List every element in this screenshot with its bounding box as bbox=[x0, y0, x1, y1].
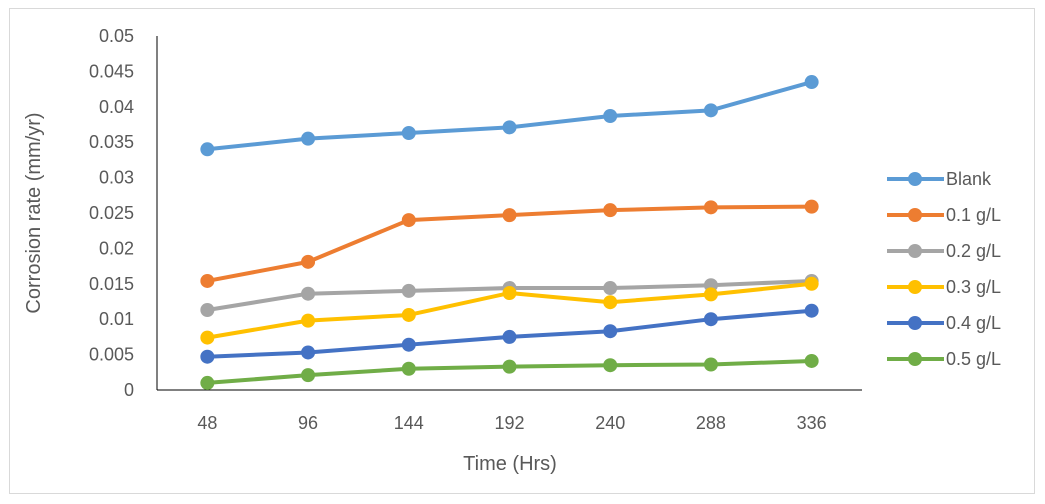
legend-label: 0.4 g/L bbox=[946, 313, 1001, 333]
y-tick-label: 0 bbox=[124, 380, 134, 400]
data-point bbox=[401, 213, 416, 228]
legend-marker bbox=[908, 172, 922, 186]
data-point bbox=[603, 358, 618, 373]
legend-item: 0.3 g/L bbox=[887, 277, 1001, 297]
data-point bbox=[703, 287, 718, 302]
axes bbox=[156, 36, 862, 391]
data-point bbox=[301, 254, 316, 269]
data-point bbox=[200, 273, 215, 288]
data-point bbox=[502, 286, 517, 301]
y-tick-label: 0.045 bbox=[89, 61, 134, 81]
data-point bbox=[703, 357, 718, 372]
y-axis-title: Corrosion rate (mm/yr) bbox=[23, 112, 45, 313]
data-point bbox=[502, 329, 517, 344]
y-tick-labels: 0 0.005 0.01 0.015 0.02 0.025 0.03 0.035 0.04 0.0… bbox=[89, 26, 134, 400]
legend-marker bbox=[908, 208, 922, 222]
data-point bbox=[401, 361, 416, 376]
series-5 bbox=[200, 353, 819, 390]
x-tick-label: 144 bbox=[394, 413, 424, 433]
x-tick-label: 48 bbox=[197, 413, 217, 433]
series-0 bbox=[200, 75, 819, 157]
data-point bbox=[804, 199, 819, 214]
data-point bbox=[703, 200, 718, 215]
y-tick-label: 0.03 bbox=[99, 168, 134, 188]
data-point bbox=[200, 349, 215, 364]
data-point bbox=[603, 281, 618, 296]
legend-marker bbox=[908, 316, 922, 330]
x-tick-label: 240 bbox=[595, 413, 625, 433]
data-point bbox=[301, 345, 316, 360]
x-axis-title: Time (Hrs) bbox=[463, 453, 557, 475]
legend-label: Blank bbox=[946, 169, 992, 189]
data-point bbox=[301, 313, 316, 328]
data-point bbox=[301, 131, 316, 146]
legend: Blank 0.1 g/L 0.2 g/L 0.3 g/L 0.4 g/L 0.5 g/L bbox=[887, 169, 1001, 369]
data-point bbox=[401, 283, 416, 298]
y-tick-label: 0.01 bbox=[99, 309, 134, 329]
data-point bbox=[804, 75, 819, 90]
x-tick-label: 96 bbox=[298, 413, 318, 433]
data-point bbox=[401, 307, 416, 322]
data-point bbox=[301, 368, 316, 383]
x-tick-labels: 48 96 144 192 240 288 336 bbox=[197, 413, 826, 433]
data-point bbox=[804, 353, 819, 368]
data-point bbox=[703, 103, 718, 118]
data-point bbox=[200, 302, 215, 317]
y-tick-label: 0.05 bbox=[99, 26, 134, 46]
data-point bbox=[401, 125, 416, 140]
legend-label: 0.2 g/L bbox=[946, 241, 1001, 261]
data-point bbox=[603, 295, 618, 310]
x-tick-label: 336 bbox=[797, 413, 827, 433]
data-point bbox=[502, 208, 517, 223]
x-tick-label: 288 bbox=[696, 413, 726, 433]
y-tick-label: 0.005 bbox=[89, 345, 134, 365]
series-line bbox=[207, 80, 813, 152]
data-point bbox=[603, 109, 618, 124]
data-point bbox=[603, 203, 618, 218]
y-tick-label: 0.035 bbox=[89, 132, 134, 152]
legend-item: 0.5 g/L bbox=[887, 349, 1001, 369]
data-point bbox=[401, 337, 416, 352]
legend-item: 0.2 g/L bbox=[887, 241, 1001, 261]
y-tick-label: 0.015 bbox=[89, 274, 134, 294]
series-4 bbox=[200, 303, 819, 364]
series-3 bbox=[200, 276, 819, 345]
data-point bbox=[200, 330, 215, 345]
legend-marker bbox=[908, 244, 922, 258]
data-point bbox=[703, 312, 718, 327]
chart-frame bbox=[9, 8, 1035, 494]
legend-item: 0.4 g/L bbox=[887, 313, 1001, 333]
series-1 bbox=[200, 199, 819, 288]
legend-item: Blank bbox=[887, 169, 992, 189]
data-point bbox=[200, 142, 215, 157]
data-point bbox=[301, 286, 316, 301]
series-group bbox=[200, 75, 819, 390]
legend-item: 0.1 g/L bbox=[887, 205, 1001, 225]
legend-label: 0.5 g/L bbox=[946, 349, 1001, 369]
y-tick-label: 0.02 bbox=[99, 238, 134, 258]
data-point bbox=[502, 359, 517, 374]
y-tick-label: 0.04 bbox=[99, 97, 134, 117]
legend-label: 0.3 g/L bbox=[946, 277, 1001, 297]
legend-marker bbox=[908, 352, 922, 366]
data-point bbox=[603, 324, 618, 339]
x-tick-label: 192 bbox=[494, 413, 524, 433]
data-point bbox=[200, 375, 215, 390]
data-point bbox=[804, 276, 819, 291]
data-point bbox=[502, 120, 517, 135]
y-tick-label: 0.025 bbox=[89, 203, 134, 223]
legend-label: 0.1 g/L bbox=[946, 205, 1001, 225]
legend-marker bbox=[908, 280, 922, 294]
data-point bbox=[804, 303, 819, 318]
